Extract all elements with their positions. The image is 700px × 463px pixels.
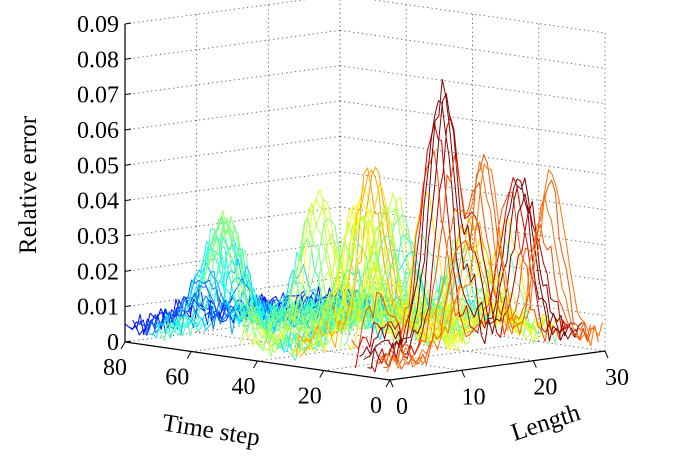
x-tick-label: 20 <box>298 384 322 410</box>
grid-line <box>339 312 606 352</box>
surface-line <box>355 122 571 369</box>
grid-line <box>339 29 606 69</box>
grid-line <box>339 100 606 140</box>
y-axis-label: Length <box>508 399 584 447</box>
x-tick-label: 80 <box>103 355 127 381</box>
x-tick <box>120 341 126 350</box>
x-tick-label: 40 <box>232 374 256 400</box>
y-tick-labels: 0 10 20 30 <box>396 365 629 420</box>
y-tick <box>604 350 609 359</box>
z-tick-label: 0.06 <box>77 118 119 144</box>
y-tick <box>461 370 466 378</box>
grid-line <box>339 135 606 175</box>
z-tick-label: 0.09 <box>77 12 119 38</box>
grid-line <box>371 0 606 34</box>
grid-line <box>124 277 341 308</box>
grid-line <box>124 100 341 131</box>
x-tick <box>319 370 325 378</box>
z-tick-labels: 0 0.01 0.02 0.03 0.04 0.05 0.06 0.07 0.0… <box>77 12 119 356</box>
surface-mesh <box>124 78 603 373</box>
surface-line <box>343 234 560 347</box>
grid-line <box>124 171 341 202</box>
z-tick <box>124 199 132 202</box>
x-axis-label: Time step <box>160 410 261 452</box>
z-tick-label: 0.03 <box>77 224 119 250</box>
surface-line <box>227 264 444 338</box>
x-tick-labels: 0 20 40 60 80 <box>103 355 382 419</box>
z-tick <box>124 234 132 237</box>
grid-line <box>196 331 462 371</box>
z-tick-label: 0.04 <box>77 189 119 215</box>
grid-line <box>124 29 341 60</box>
grid-line <box>124 206 341 237</box>
grid-line <box>191 322 407 352</box>
z-tick <box>124 128 132 131</box>
grid-line <box>124 65 341 96</box>
z-tick-label: 0.05 <box>77 153 119 179</box>
grid-lines <box>124 0 606 381</box>
grid-line <box>339 171 606 211</box>
surface-line <box>315 235 532 345</box>
z-tick-label: 0 <box>107 330 119 356</box>
surface-line <box>339 218 555 349</box>
z-tick <box>124 305 132 308</box>
z-axis-label: Relative error <box>15 115 42 254</box>
y-tick <box>389 379 394 388</box>
z-tick <box>124 340 132 343</box>
x-tick-label: 60 <box>165 365 189 391</box>
grid-line <box>339 277 606 317</box>
x-tick-label: 0 <box>370 393 382 419</box>
z-tick <box>124 93 132 96</box>
surface-line <box>363 78 579 360</box>
surface-line <box>371 116 587 373</box>
y-axis-line <box>389 350 606 381</box>
grid-line <box>124 0 307 25</box>
x-tick <box>253 360 258 369</box>
z-tick <box>124 22 132 25</box>
y-tick <box>532 360 537 368</box>
z-tick-label: 0.02 <box>77 259 119 285</box>
y-tick-label: 30 <box>605 365 629 391</box>
y-tick-label: 0 <box>396 394 408 420</box>
x-tick <box>385 379 391 388</box>
y-tick-label: 20 <box>533 375 557 401</box>
grid-line <box>124 135 341 166</box>
x-tick <box>186 351 192 359</box>
surface-line <box>168 219 385 337</box>
y-tick-label: 10 <box>462 384 486 410</box>
z-tick-label: 0.07 <box>77 83 119 109</box>
z-tick <box>124 57 132 60</box>
grid-line <box>268 322 534 362</box>
surface-line <box>383 153 599 370</box>
surface-line <box>359 100 575 358</box>
z-tick-label: 0.08 <box>77 47 119 73</box>
surface-line <box>386 163 603 373</box>
surface-line <box>347 191 564 351</box>
axes <box>120 22 609 388</box>
grid-line <box>323 341 539 371</box>
z-tick <box>124 163 132 166</box>
grid-line <box>339 65 606 105</box>
z-tick-label: 0.01 <box>77 295 119 321</box>
surface-line <box>283 236 500 362</box>
z-tick <box>124 269 132 272</box>
